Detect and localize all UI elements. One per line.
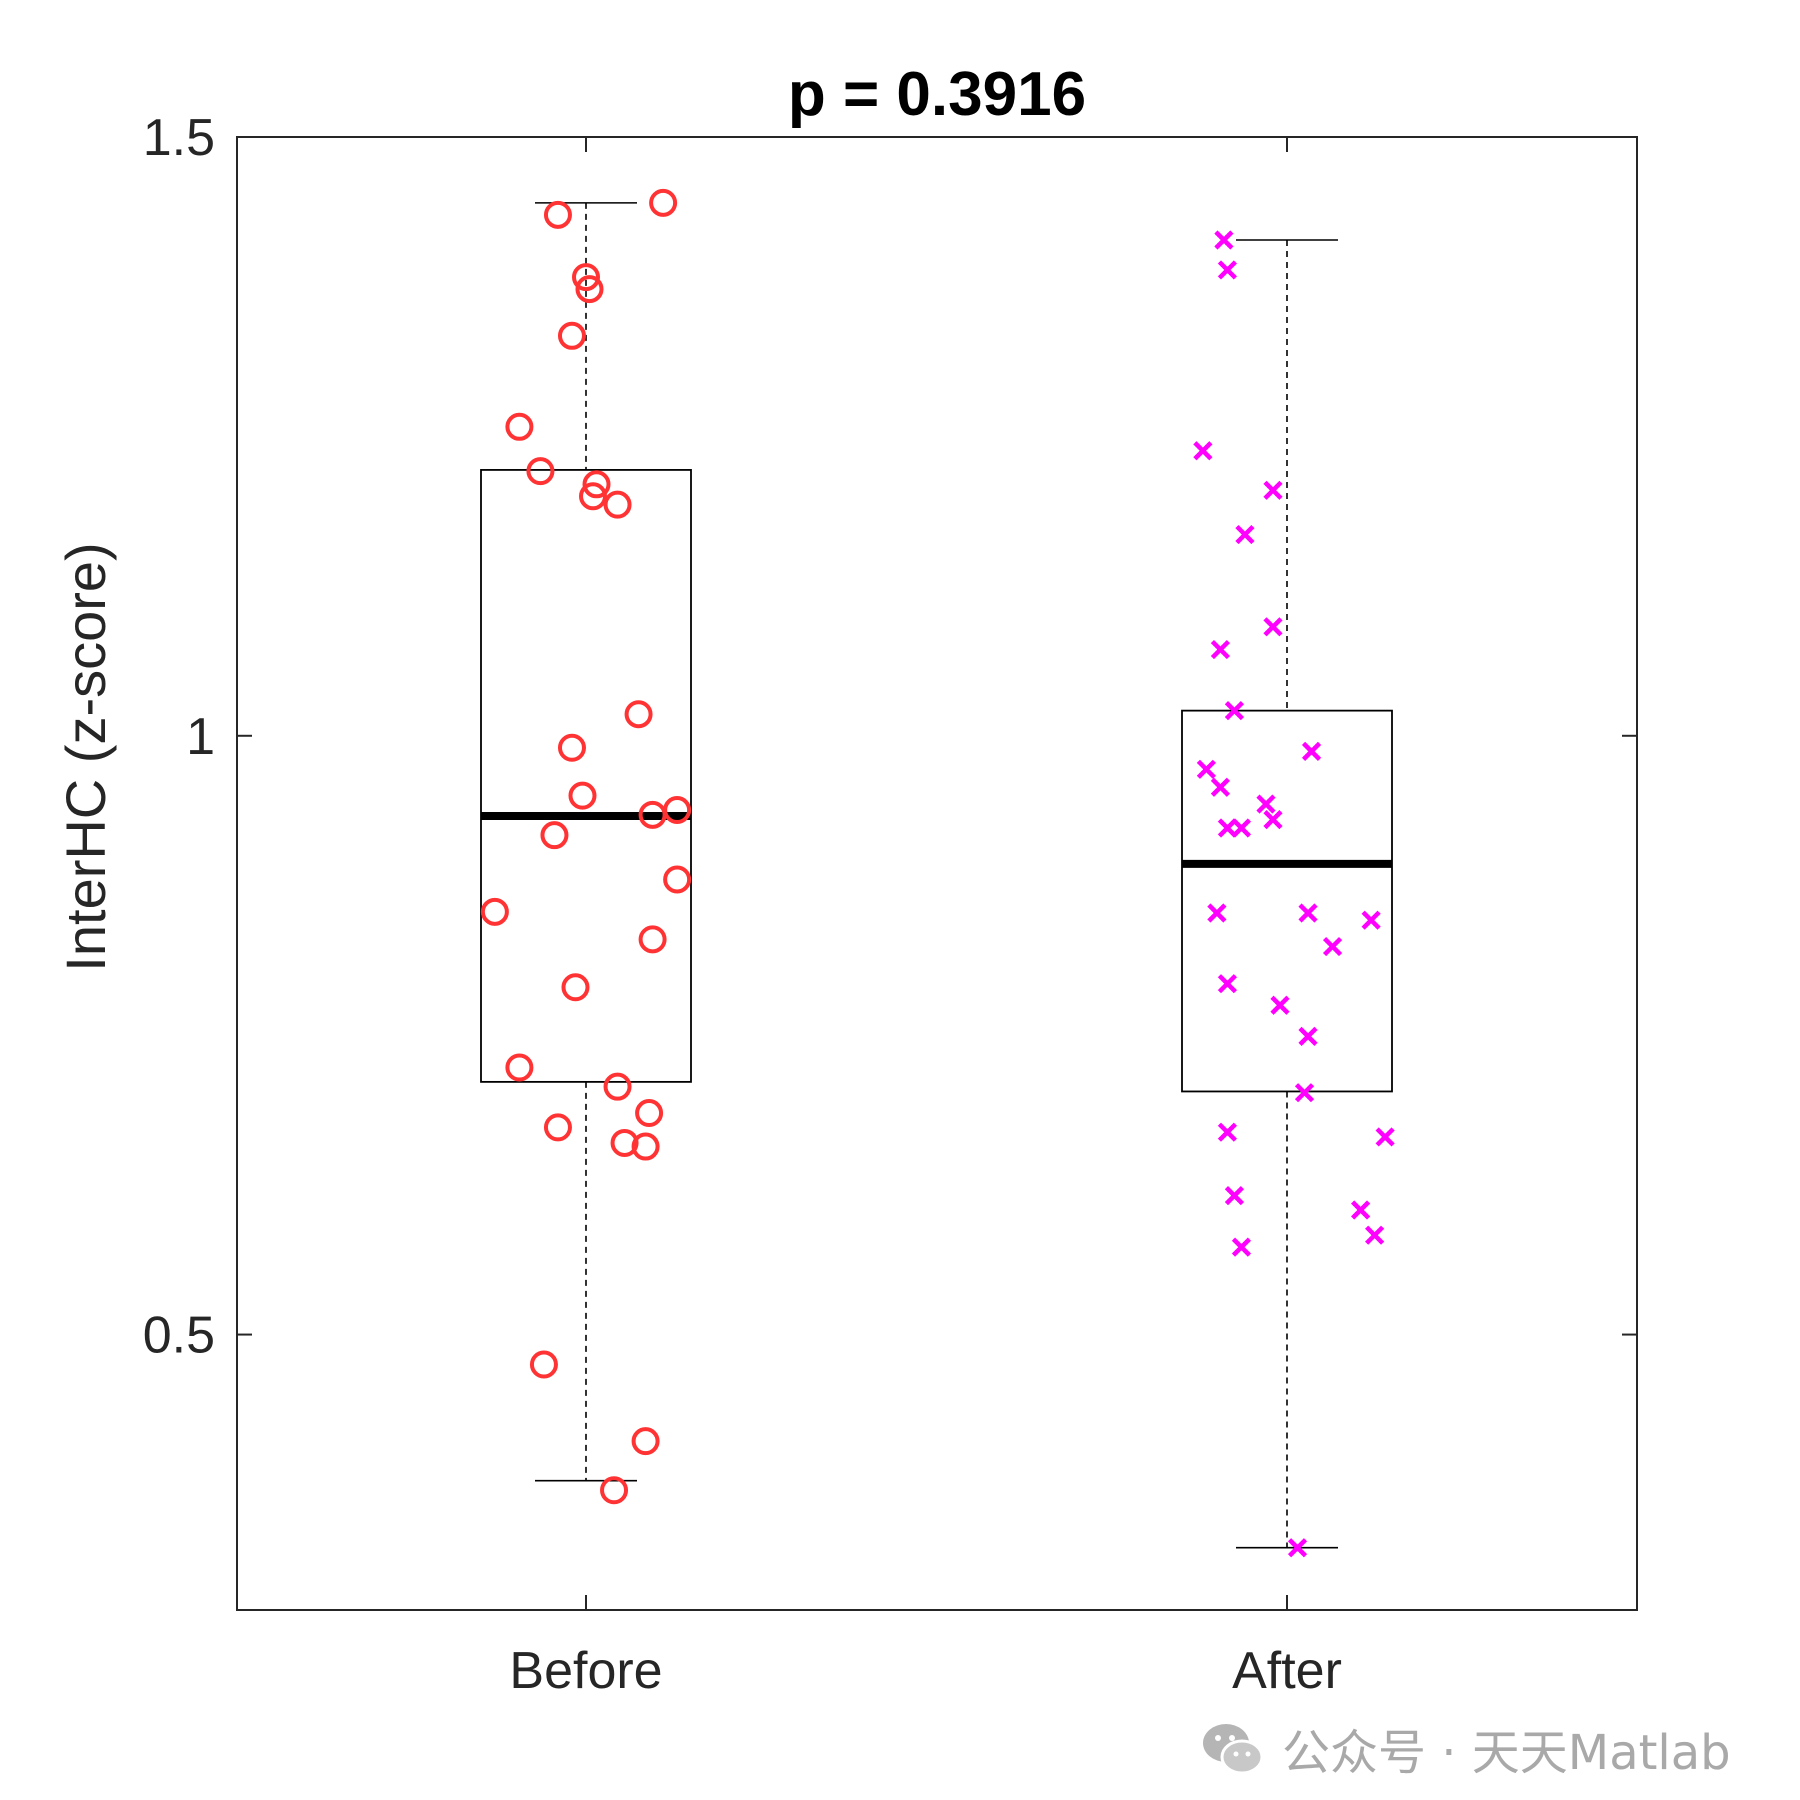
data-point-after <box>1361 910 1381 930</box>
data-point-after <box>1263 617 1283 637</box>
data-point-after <box>1351 1200 1371 1220</box>
data-point-before <box>572 263 600 292</box>
data-point-before <box>561 973 590 1002</box>
y-tick-label: 0.5 <box>143 1307 215 1365</box>
data-point-before <box>526 457 555 486</box>
data-point-after <box>1287 1538 1308 1558</box>
data-point-before <box>529 1350 558 1379</box>
axes-frame <box>236 136 1638 1611</box>
data-point-before <box>575 275 604 304</box>
y-tick-label: 1 <box>186 708 215 766</box>
data-point-before <box>505 412 534 441</box>
box-before <box>480 469 692 1083</box>
data-point-before <box>663 796 692 825</box>
data-point-after <box>1298 1026 1318 1046</box>
data-point-before <box>480 897 509 926</box>
plot-area: 0.5 1 1.5 Before After <box>143 109 1638 1700</box>
watermark: 公众号 · 天天Matlab <box>1198 1713 1731 1783</box>
chart-title: p = 0.3916 <box>788 60 1086 129</box>
data-point-after <box>1270 995 1290 1015</box>
data-point-after <box>1256 794 1276 814</box>
data-point-before <box>557 321 586 350</box>
data-point-after <box>1217 818 1238 838</box>
data-point-after <box>1214 230 1234 250</box>
data-point-before <box>624 700 653 729</box>
data-point-after <box>1235 524 1255 545</box>
data-point-after <box>1193 441 1213 461</box>
data-point-before <box>582 470 611 499</box>
data-point-after <box>1301 741 1322 761</box>
data-point-after <box>1231 818 1252 838</box>
data-point-after <box>1224 701 1245 721</box>
data-point-before <box>635 1099 664 1128</box>
data-point-before <box>543 200 572 229</box>
data-point-before <box>557 733 586 762</box>
data-point-before <box>631 1427 660 1456</box>
data-point-before <box>505 1053 534 1082</box>
data-point-after <box>1298 903 1318 923</box>
y-axis-label: InterHC (z-score) <box>54 542 117 971</box>
data-point-before <box>579 482 608 511</box>
data-point-after <box>1375 1127 1395 1147</box>
data-point-before <box>663 865 692 894</box>
data-point-before <box>600 1476 629 1505</box>
data-point-after <box>1210 639 1231 660</box>
data-point-before <box>610 1128 639 1157</box>
x-tick-label-before: Before <box>509 1642 662 1700</box>
data-point-before <box>649 188 678 217</box>
data-point-after <box>1207 903 1227 923</box>
x-tick-label-after: After <box>1232 1642 1342 1700</box>
data-point-after <box>1263 480 1283 500</box>
data-point-before <box>603 1072 632 1101</box>
data-point-after <box>1322 936 1343 957</box>
watermark-text: 公众号 · 天天Matlab <box>1282 1725 1731 1781</box>
data-point-after <box>1210 777 1231 797</box>
data-point-after <box>1263 810 1283 830</box>
data-point-before <box>631 1132 660 1161</box>
data-point-after <box>1365 1225 1385 1245</box>
data-point-after <box>1217 260 1238 280</box>
data-point-after <box>1224 1186 1245 1206</box>
wechat-icon <box>1203 1724 1264 1775</box>
data-point-before <box>638 925 667 954</box>
box-after <box>1181 709 1393 1093</box>
data-point-before <box>603 490 632 519</box>
data-point-after <box>1217 974 1238 994</box>
data-point-after <box>1294 1083 1315 1103</box>
data-point-before <box>540 821 569 850</box>
data-point-before <box>568 781 597 810</box>
data-point-after <box>1231 1237 1252 1257</box>
data-point-after <box>1217 1122 1238 1142</box>
y-tick-label: 1.5 <box>143 109 215 167</box>
data-point-after <box>1196 759 1216 779</box>
data-point-before <box>543 1113 572 1142</box>
